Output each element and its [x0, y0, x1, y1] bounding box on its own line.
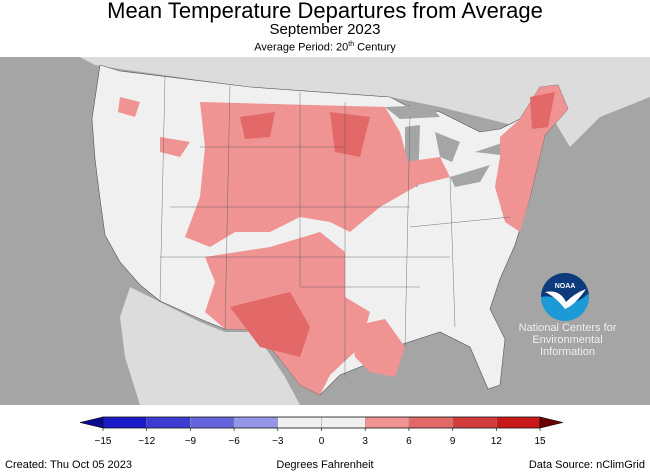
average-period: Average Period: 20th Century: [254, 41, 396, 54]
legend-tick-label: 6: [406, 436, 412, 447]
legend-bin: [102, 416, 147, 429]
legend-tick-label: 15: [534, 436, 546, 447]
temperature-departure-map: NOAA: [0, 57, 650, 405]
legend-unit-label: Degrees Fahrenheit: [276, 459, 374, 471]
mexico-land: [120, 287, 300, 405]
legend-bin: [365, 416, 410, 429]
legend-tick-label: −15: [95, 436, 112, 447]
canada-land: [80, 57, 650, 147]
legend-tick-label: −6: [228, 436, 240, 447]
legend-bin: [408, 416, 453, 429]
legend-tick-label: −3: [272, 436, 284, 447]
legend-tick-label: 12: [491, 436, 503, 447]
legend-bin: [277, 416, 322, 429]
map-subtitle: September 2023: [269, 21, 381, 38]
data-source: Data Source: nClimGrid: [528, 459, 645, 471]
legend-bin: [233, 416, 279, 429]
color-legend: −15 −12 −9 −6 −3 0 3 6 9 12 15: [79, 416, 564, 447]
legend-bin: [190, 416, 235, 429]
legend-bin: [496, 416, 541, 429]
legend-tick-label: 9: [450, 436, 456, 447]
legend-over-arrow: [539, 416, 564, 429]
strong-warm-anomalies: [230, 92, 555, 357]
legend-tick-label: 0: [319, 436, 325, 447]
ncei-caption: National Centers for Environmental Informa…: [518, 322, 617, 358]
legend-bin: [146, 416, 191, 429]
noaa-logo: NOAA: [541, 273, 589, 321]
state-borders: [159, 76, 511, 377]
legend-tick-label: 3: [362, 436, 368, 447]
created-date: Created: Thu Oct 05 2023: [5, 459, 132, 471]
legend-tick-label: −12: [138, 436, 155, 447]
legend-bin: [321, 416, 366, 429]
svg-text:NOAA: NOAA: [555, 283, 576, 290]
legend-under-arrow: [79, 416, 104, 429]
legend-tick-label: −9: [185, 436, 197, 447]
map-title: Mean Temperature Departures from Average: [107, 0, 543, 23]
legend-bin: [452, 416, 497, 429]
